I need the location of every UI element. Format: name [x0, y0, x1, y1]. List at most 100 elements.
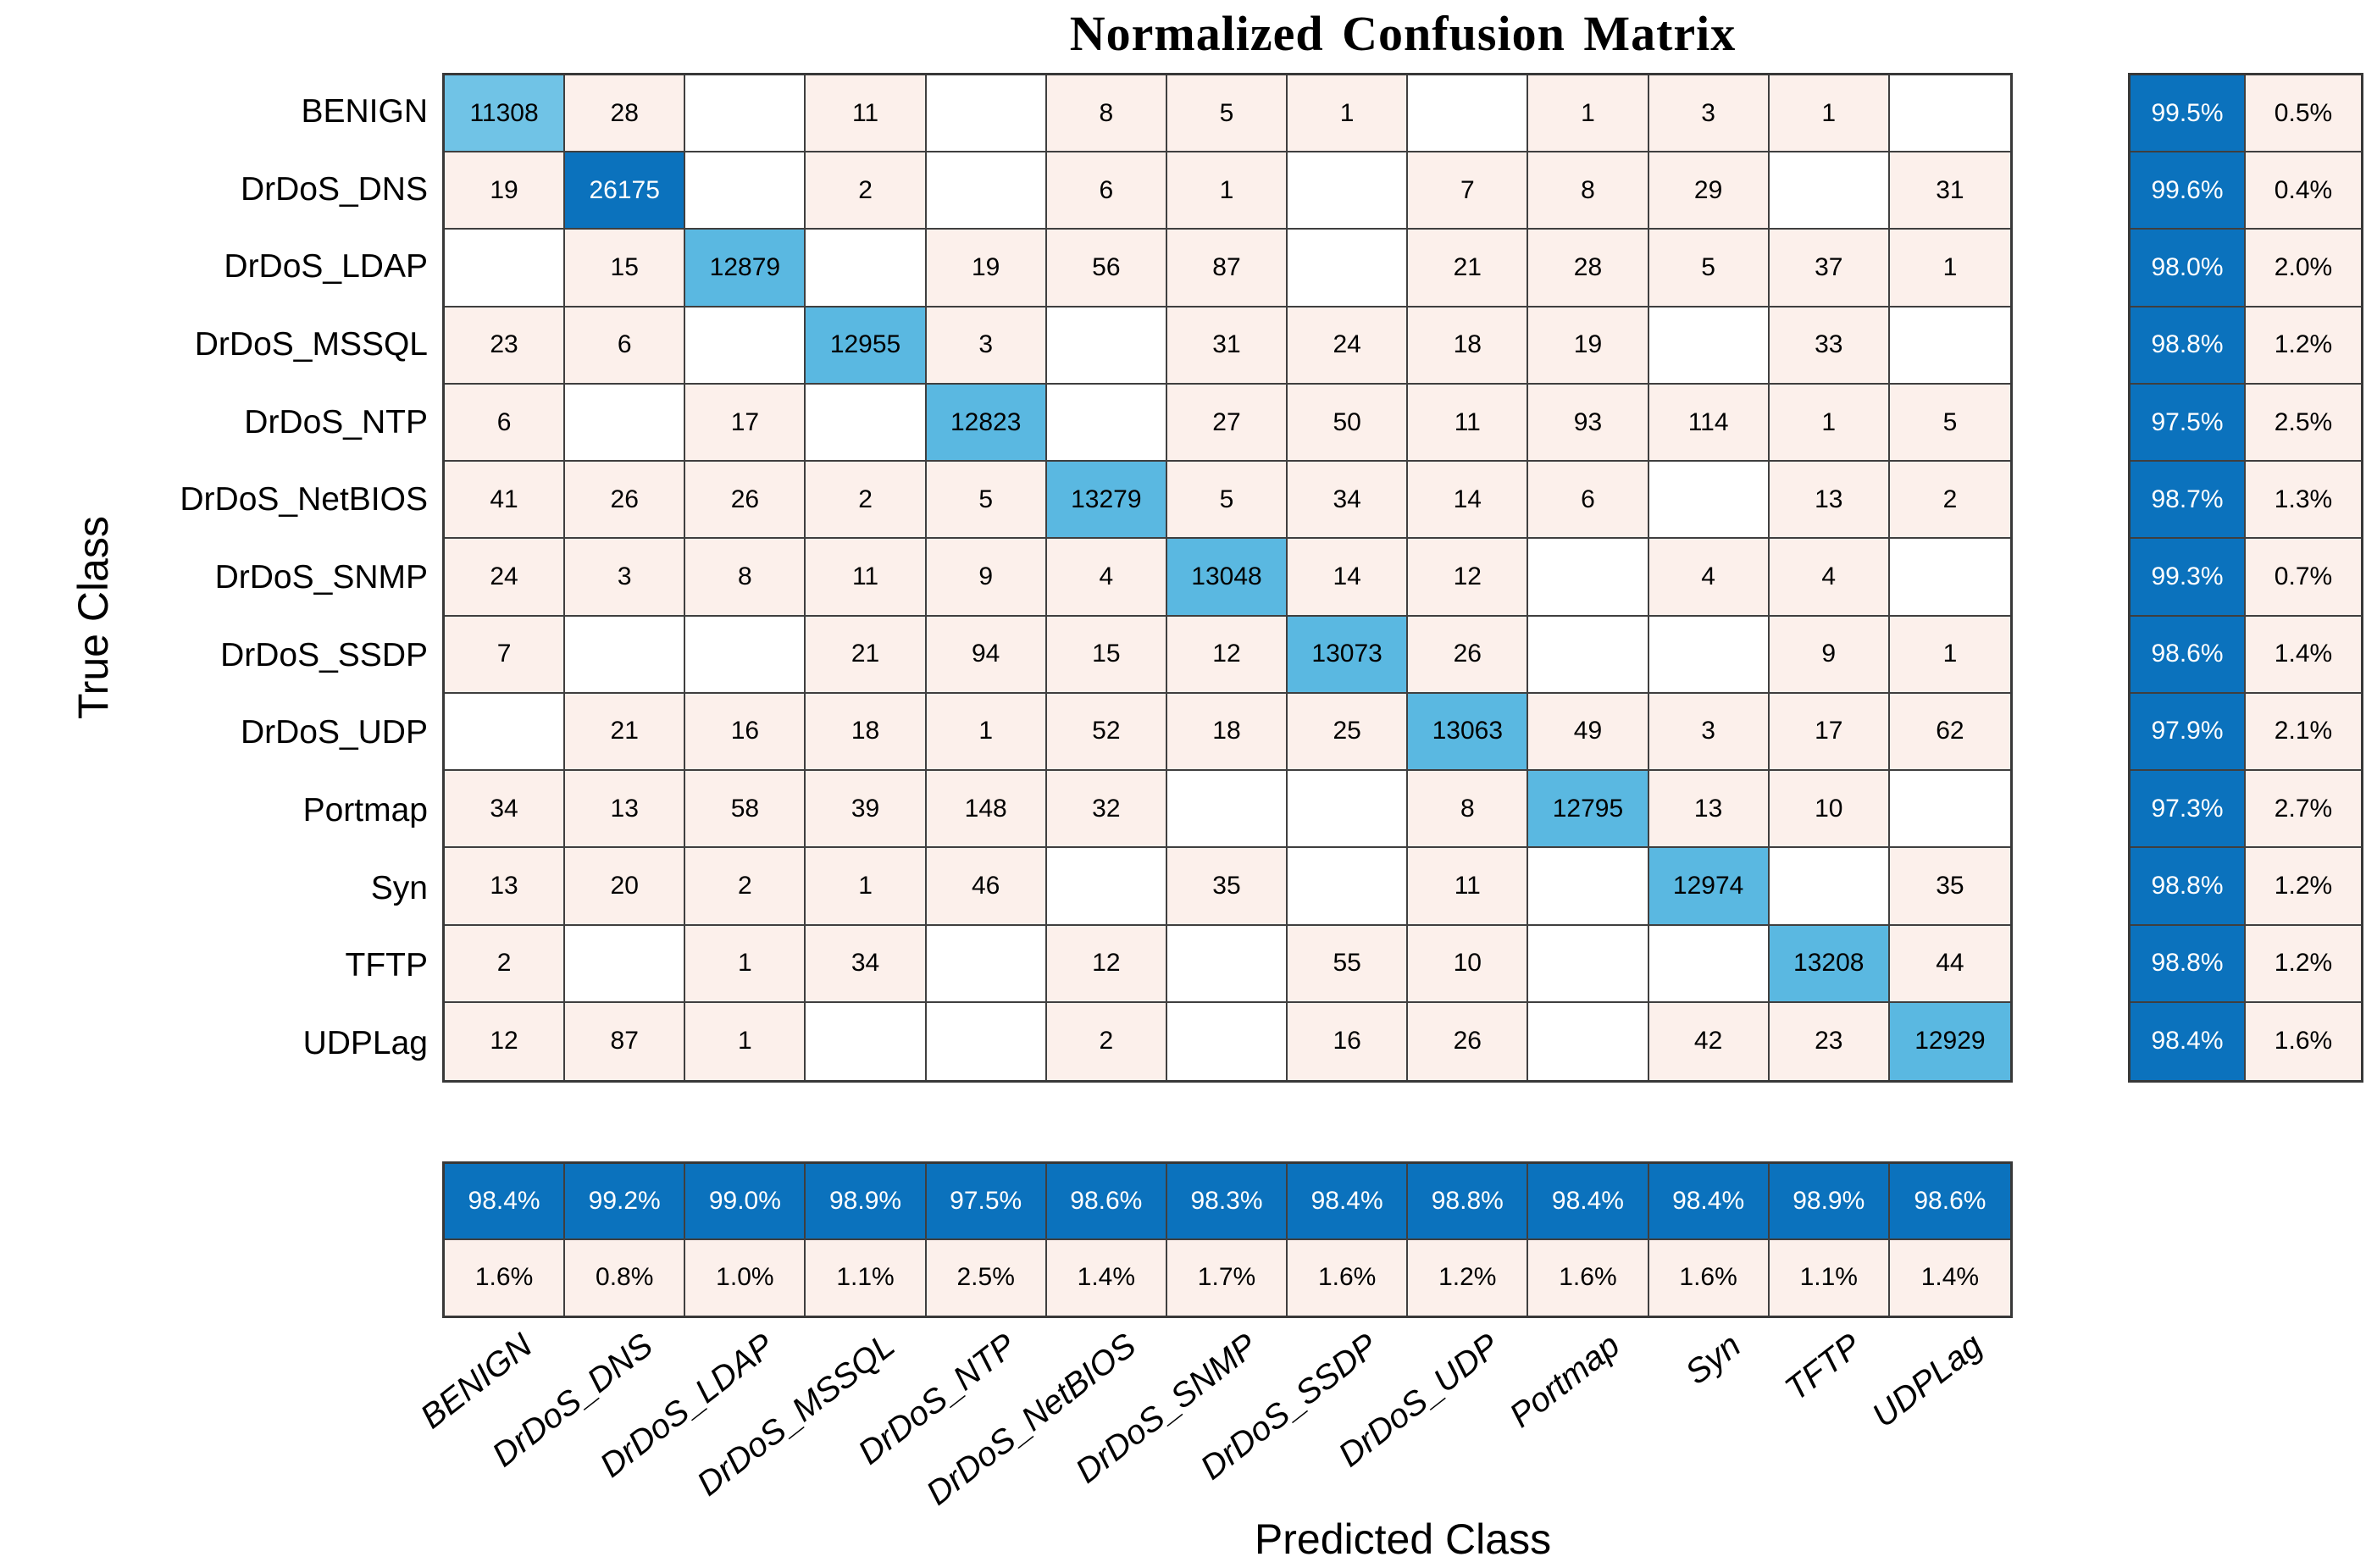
- matrix-cell: 6: [1528, 462, 1649, 540]
- matrix-cell: 3: [1648, 693, 1770, 772]
- matrix-cell: 6: [1046, 152, 1167, 230]
- matrix-cell: 23: [445, 307, 566, 385]
- col-fdr-cell: 1.4%: [1046, 1239, 1167, 1316]
- matrix-cell: [1769, 848, 1890, 926]
- matrix-cell: 9: [1769, 616, 1890, 694]
- matrix-cell: 15: [565, 230, 686, 308]
- row-fnr-cell: 2.0%: [2246, 230, 2361, 308]
- matrix-cell: 26: [1408, 616, 1529, 694]
- matrix-cell: 8: [1528, 152, 1649, 230]
- matrix-cell: [806, 230, 927, 308]
- x-axis-title: Predicted Class: [1254, 1515, 1552, 1563]
- y-tick-label: DrDoS_MSSQL: [194, 325, 428, 363]
- matrix-cell: 41: [445, 462, 566, 540]
- matrix-cell: 2: [806, 462, 927, 540]
- matrix-cell: 5: [1648, 230, 1770, 308]
- matrix-cell: 13073: [1288, 616, 1409, 694]
- matrix-cell: 10: [1769, 771, 1890, 849]
- matrix-cell: 35: [1889, 848, 2010, 926]
- row-recall-cell: 97.5%: [2131, 384, 2246, 463]
- matrix-cell: [1288, 848, 1409, 926]
- matrix-cell: [565, 925, 686, 1003]
- y-tick-label: DrDoS_SNMP: [214, 559, 428, 596]
- matrix-cell: 18: [806, 693, 927, 772]
- matrix-cell: 2: [1046, 1002, 1167, 1080]
- matrix-cell: 16: [685, 693, 806, 772]
- y-tick-label: TFTP: [345, 947, 428, 984]
- col-summary-grid: 98.4% 99.2% 99.0% 98.9% 97.5% 98.6% 98.3% 98.4%…: [442, 1161, 2013, 1318]
- matrix-cell: 3: [565, 539, 686, 617]
- matrix-cell: [1769, 152, 1890, 230]
- matrix-cell: 62: [1889, 693, 2010, 772]
- matrix-cell: 3: [1648, 75, 1770, 153]
- col-fdr-cell: 1.6%: [445, 1239, 566, 1316]
- y-tick-label: BENIGN: [301, 92, 428, 130]
- matrix-cell: 6: [565, 307, 686, 385]
- matrix-cell: 15: [1046, 616, 1167, 694]
- col-fdr-cell: 1.0%: [685, 1239, 806, 1316]
- row-fnr-cell: 0.4%: [2246, 152, 2361, 230]
- col-precision-cell: 98.4%: [1648, 1164, 1770, 1240]
- matrix-cell: 12: [1408, 539, 1529, 617]
- matrix-cell: 35: [1166, 848, 1288, 926]
- matrix-cell: [1648, 925, 1770, 1003]
- matrix-cell: [1528, 925, 1649, 1003]
- matrix-cell: 31: [1889, 152, 2010, 230]
- matrix-cell: 8: [1046, 75, 1167, 153]
- matrix-cell: [1648, 307, 1770, 385]
- matrix-cell: 21: [1408, 230, 1529, 308]
- matrix-cell: 13: [565, 771, 686, 849]
- matrix-cell: [1288, 771, 1409, 849]
- col-precision-cell: 98.4%: [445, 1164, 566, 1240]
- matrix-cell: 19: [926, 230, 1047, 308]
- matrix-cell: [1528, 848, 1649, 926]
- row-recall-cell: 98.8%: [2131, 848, 2246, 926]
- matrix-cell: 29: [1648, 152, 1770, 230]
- matrix-cell: 10: [1408, 925, 1529, 1003]
- matrix-cell: 46: [926, 848, 1047, 926]
- matrix-cell: 114: [1648, 384, 1770, 463]
- col-fdr-cell: 0.8%: [565, 1239, 686, 1316]
- row-fnr-cell: 0.7%: [2246, 539, 2361, 617]
- col-fdr-cell: 1.7%: [1166, 1239, 1288, 1316]
- matrix-cell: 21: [806, 616, 927, 694]
- matrix-cell: [1889, 307, 2010, 385]
- row-fnr-cell: 1.6%: [2246, 1002, 2361, 1080]
- x-axis-tick-labels: BENIGN DrDoS_DNS DrDoS_LDAP DrDoS_MSSQL DrDo…: [413, 1327, 2013, 1530]
- matrix-cell: 24: [1288, 307, 1409, 385]
- row-fnr-cell: 1.3%: [2246, 462, 2361, 540]
- matrix-cell: 28: [1528, 230, 1649, 308]
- matrix-cell: 11: [1408, 848, 1529, 926]
- row-recall-cell: 98.7%: [2131, 462, 2246, 540]
- matrix-cell: 44: [1889, 925, 2010, 1003]
- matrix-cell: 25: [1288, 693, 1409, 772]
- matrix-cell: 11: [1408, 384, 1529, 463]
- row-fnr-cell: 1.2%: [2246, 848, 2361, 926]
- matrix-cell: [926, 1002, 1047, 1080]
- row-recall-cell: 98.6%: [2131, 616, 2246, 694]
- y-tick-label: UDPLag: [302, 1025, 428, 1062]
- col-precision-cell: 98.9%: [1769, 1164, 1890, 1240]
- row-recall-cell: 97.9%: [2131, 693, 2246, 772]
- matrix-cell: 12: [1046, 925, 1167, 1003]
- matrix-cell: 11308: [445, 75, 566, 153]
- matrix-cell: 39: [806, 771, 927, 849]
- row-recall-cell: 98.8%: [2131, 307, 2246, 385]
- matrix-cell: 1: [1889, 230, 2010, 308]
- row-fnr-cell: 1.2%: [2246, 925, 2361, 1003]
- x-tick-label: UDPLag: [1865, 1327, 1989, 1435]
- matrix-cell: 13048: [1166, 539, 1288, 617]
- matrix-cell: 1: [1769, 384, 1890, 463]
- matrix-cell: 5: [1166, 462, 1288, 540]
- matrix-cell: [565, 616, 686, 694]
- col-fdr-cell: 2.5%: [926, 1239, 1047, 1316]
- matrix-cell: 13: [1648, 771, 1770, 849]
- matrix-cell: [1166, 1002, 1288, 1080]
- matrix-cell: 58: [685, 771, 806, 849]
- row-recall-cell: 97.3%: [2131, 771, 2246, 849]
- col-precision-cell: 97.5%: [926, 1164, 1047, 1240]
- y-axis-tick-labels: BENIGN DrDoS_DNS DrDoS_LDAP DrDoS_MSSQL DrDo…: [0, 73, 428, 1083]
- row-fnr-cell: 2.1%: [2246, 693, 2361, 772]
- matrix-cell: 28: [565, 75, 686, 153]
- row-fnr-cell: 1.2%: [2246, 307, 2361, 385]
